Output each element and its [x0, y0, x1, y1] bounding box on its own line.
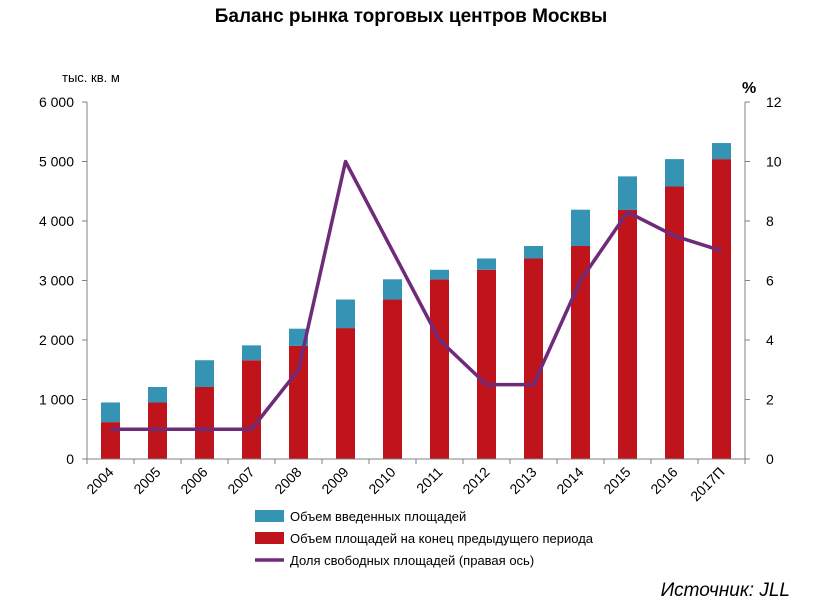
legend-label: Объем площадей на конец предыдущего пери…: [290, 531, 594, 546]
x-tick-label: 2010: [365, 464, 398, 497]
legend-label: Доля свободных площадей (правая ось): [290, 553, 534, 568]
left-tick-label: 4 000: [39, 213, 74, 229]
bar-prev-period: [383, 299, 402, 459]
bar-prev-period: [571, 245, 590, 459]
bar-new-area: [148, 387, 167, 403]
legend-bar-swatch: [255, 510, 284, 522]
bar-prev-period: [242, 360, 261, 459]
right-tick-label: 8: [766, 213, 774, 229]
x-tick-label: 2011: [413, 464, 446, 497]
bar-new-area: [101, 402, 120, 423]
right-tick-label: 0: [766, 451, 774, 467]
right-tick-label: 2: [766, 392, 774, 408]
vacancy-line: [110, 159, 723, 432]
x-tick-label: 2008: [271, 464, 304, 497]
left-tick-label: 2 000: [39, 332, 74, 348]
x-tick-label: 2009: [318, 464, 351, 497]
x-tick-label: 2015: [600, 464, 633, 497]
x-tick-label: 2004: [83, 464, 116, 497]
x-tick-label: 2012: [459, 464, 492, 497]
x-tick-label: 2016: [647, 464, 680, 497]
bar-prev-period: [524, 258, 543, 459]
x-tick-label: 2005: [130, 464, 163, 497]
bars-layer: [101, 143, 731, 460]
chart-title: Баланс рынка торговых центров Москвы: [215, 6, 608, 27]
bar-prev-period: [477, 269, 496, 459]
left-tick-label: 6 000: [39, 94, 74, 110]
x-tick-label: 2014: [553, 464, 586, 497]
right-tick-label: 6: [766, 273, 774, 289]
bar-prev-period: [336, 328, 355, 459]
bar-new-area: [430, 269, 449, 280]
right-tick-label: 12: [766, 94, 782, 110]
bar-prev-period: [665, 186, 684, 460]
x-tick-label: 2013: [506, 464, 539, 497]
left-tick-label: 5 000: [39, 154, 74, 170]
left-tick-label: 1 000: [39, 392, 74, 408]
bar-new-area: [618, 176, 637, 210]
left-tick-label: 0: [66, 451, 74, 467]
bar-prev-period: [101, 422, 120, 459]
bar-new-area: [336, 299, 355, 329]
bar-new-area: [665, 159, 684, 187]
bar-prev-period: [618, 209, 637, 459]
bar-prev-period: [430, 279, 449, 459]
bar-prev-period: [195, 387, 214, 459]
x-tick-label: 2007: [224, 464, 257, 497]
x-tick-label: 2017П: [687, 464, 727, 504]
source-note: Источник: JLL: [661, 580, 790, 601]
bar-new-area: [477, 258, 496, 270]
bar-new-area: [195, 360, 214, 388]
line-layer: [110, 159, 723, 432]
right-tick-label: 4: [766, 332, 774, 348]
bar-new-area: [571, 209, 590, 246]
x-tick-label: 2006: [177, 464, 210, 497]
legend-label: Объем введенных площадей: [290, 509, 466, 524]
right-axis-unit: %: [742, 80, 756, 97]
bar-new-area: [524, 245, 543, 259]
bar-new-area: [242, 345, 261, 361]
legend: Объем введенных площадей Объем площадей н…: [255, 509, 594, 568]
bar-prev-period: [712, 159, 731, 459]
left-tick-label: 3 000: [39, 273, 74, 289]
right-tick-label: 10: [766, 154, 782, 170]
bar-new-area: [712, 143, 731, 160]
bar-new-area: [383, 279, 402, 300]
left-axis-unit: тыс. кв. м: [62, 70, 120, 85]
legend-bar-swatch: [255, 532, 284, 544]
